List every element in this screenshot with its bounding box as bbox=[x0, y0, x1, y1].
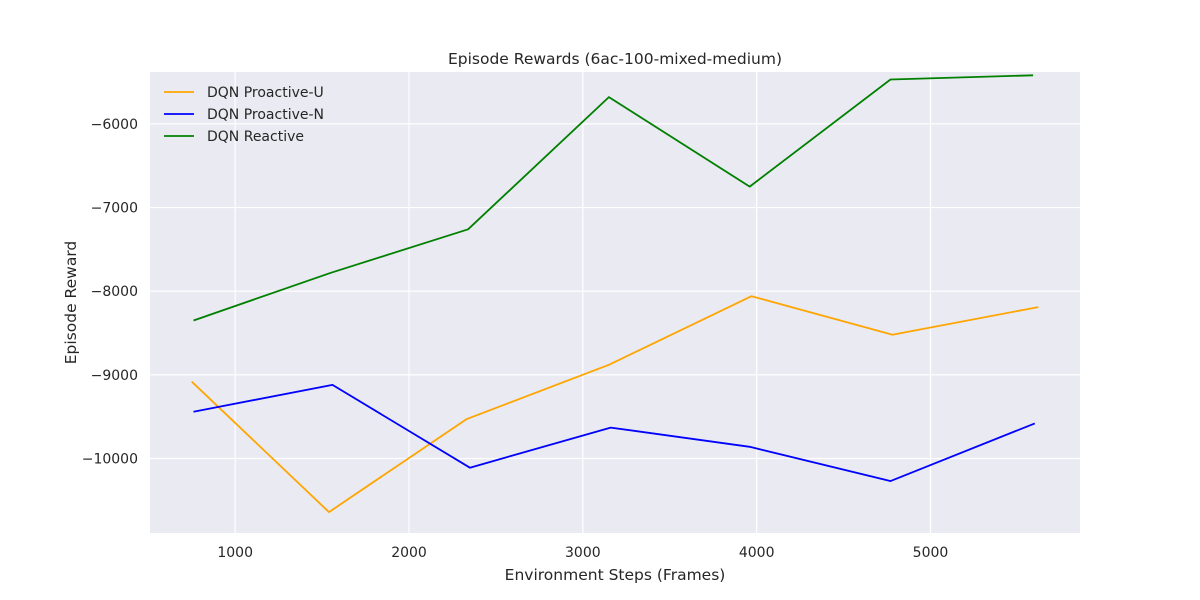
y-tick-label: −10000 bbox=[82, 452, 138, 468]
legend: DQN Proactive-U DQN Proactive-N DQN Reacti… bbox=[164, 85, 324, 145]
series-line-2 bbox=[193, 74, 1034, 322]
x-axis-ticks: 1000 2000 3000 4000 5000 bbox=[217, 545, 948, 561]
y-tick-label: −7000 bbox=[91, 201, 138, 217]
chart-title: Episode Rewards (6ac-100-mixed-medium) bbox=[448, 50, 782, 68]
series-lines bbox=[191, 74, 1039, 513]
legend-label: DQN Reactive bbox=[207, 129, 304, 145]
x-tick-label: 4000 bbox=[739, 545, 775, 561]
legend-label: DQN Proactive-U bbox=[207, 85, 324, 101]
x-axis-label: Environment Steps (Frames) bbox=[505, 566, 726, 584]
y-tick-label: −8000 bbox=[91, 284, 138, 300]
y-axis-ticks: −10000 −9000 −8000 −7000 −6000 bbox=[82, 117, 138, 468]
x-tick-label: 5000 bbox=[913, 545, 949, 561]
x-tick-label: 3000 bbox=[565, 545, 601, 561]
plot-area bbox=[150, 72, 1080, 533]
x-tick-label: 2000 bbox=[391, 545, 427, 561]
series-line-0 bbox=[191, 295, 1039, 513]
legend-label: DQN Proactive-N bbox=[207, 107, 324, 123]
grid-lines bbox=[150, 72, 1080, 533]
y-tick-label: −9000 bbox=[91, 368, 138, 384]
y-axis-label: Episode Reward bbox=[62, 241, 80, 365]
y-tick-label: −6000 bbox=[91, 117, 138, 133]
x-tick-label: 1000 bbox=[217, 545, 253, 561]
series-line-1 bbox=[193, 383, 1036, 483]
